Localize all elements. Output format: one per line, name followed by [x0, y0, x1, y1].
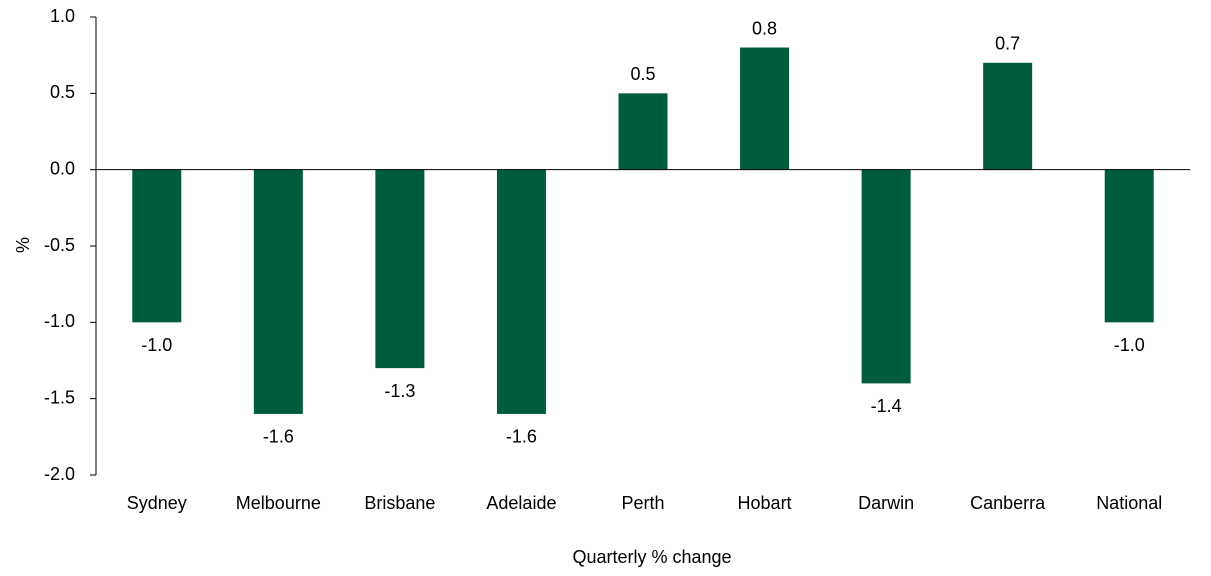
bar-sydney: [132, 169, 182, 323]
data-label: -1.6: [506, 427, 537, 447]
category-labels: Sydney Melbourne Brisbane Adelaide Perth Hoba…: [127, 493, 1162, 513]
bar-hobart: [740, 47, 790, 170]
bar-adelaide: [496, 169, 546, 414]
bar-perth: [618, 93, 668, 170]
category-label: Perth: [621, 493, 664, 513]
bar-canberra: [983, 62, 1033, 170]
x-axis-title: Quarterly % change: [572, 547, 731, 567]
category-label: Melbourne: [236, 493, 321, 513]
bar-national: [1104, 169, 1154, 323]
category-label: Darwin: [858, 493, 914, 513]
bar-darwin: [861, 169, 911, 384]
data-label: 0.8: [752, 18, 777, 38]
bar-melbourne: [253, 169, 303, 414]
data-label: -1.3: [384, 381, 415, 401]
y-tick-label: 0.5: [50, 82, 75, 102]
y-tick-label: 0.0: [50, 158, 75, 178]
y-tick-label: -0.5: [44, 235, 75, 255]
data-label: -1.0: [141, 335, 172, 355]
data-label: -1.4: [871, 396, 902, 416]
category-label: Canberra: [970, 493, 1046, 513]
category-label: National: [1096, 493, 1162, 513]
data-label: 0.5: [630, 64, 655, 84]
category-label: Hobart: [738, 493, 792, 513]
data-label: 0.7: [995, 34, 1020, 54]
category-label: Brisbane: [364, 493, 435, 513]
y-tick-label: -1.5: [44, 387, 75, 407]
y-tick-label: -2.0: [44, 464, 75, 484]
data-label: -1.0: [1114, 335, 1145, 355]
bars: [132, 47, 1154, 414]
y-tick-label: 1.0: [50, 6, 75, 26]
y-tick-label: -1.0: [44, 311, 75, 331]
bar-brisbane: [375, 169, 425, 369]
data-label: -1.6: [263, 427, 294, 447]
data-labels: -1.0 -1.6 -1.3 -1.6 0.5 0.8 -1.4 0.7 -1.0: [141, 18, 1144, 446]
y-axis-title: %: [13, 237, 33, 253]
category-label: Adelaide: [486, 493, 556, 513]
category-label: Sydney: [127, 493, 187, 513]
y-axis: 1.0 0.5 0.0 -0.5 -1.0 -1.5 -2.0: [44, 6, 97, 484]
